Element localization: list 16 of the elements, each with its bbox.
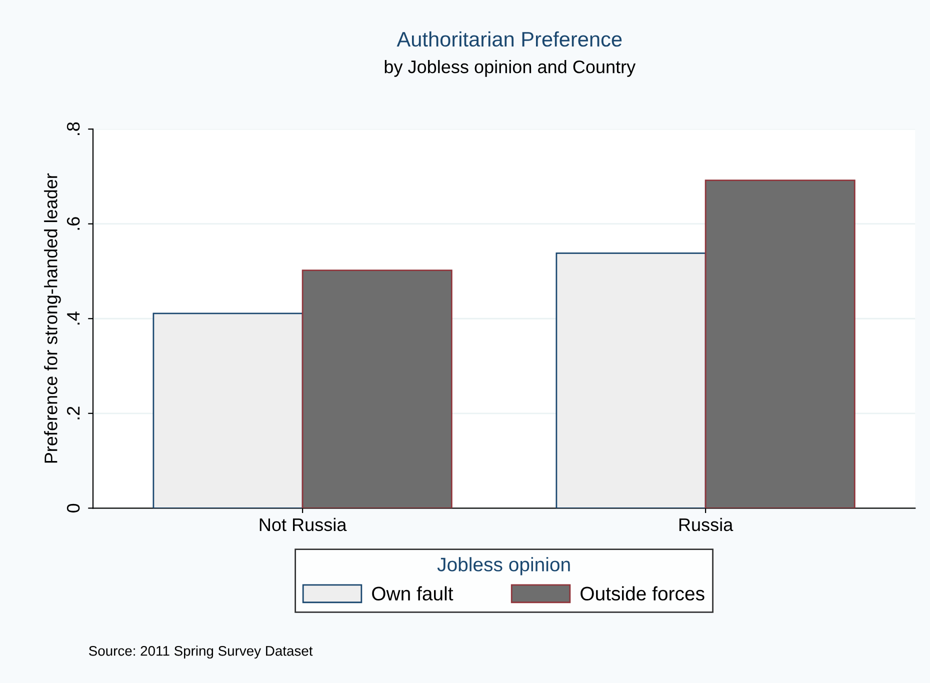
x-tick-label: Not Russia [260,518,347,532]
x-tick-label: Russia [679,518,734,532]
y-tick-label: 0 [66,504,80,512]
y-tick-label: .8 [66,122,80,135]
y-tick-label: .2 [66,406,80,420]
bar [704,180,856,508]
legend-title: Jobless opinion [437,557,570,576]
chart-subtitle: by Jobless opinion and Country [384,60,636,77]
legend-label: Outside forces [580,586,704,601]
y-axis-title: Preference for strong-handed leader [44,173,61,463]
y-tick-label: .6 [66,217,80,230]
legend-label: Own fault [372,586,454,601]
source-note: Source: 2011 Spring Survey Dataset [88,646,313,659]
y-tick-label: .4 [67,312,80,324]
bar [302,270,452,508]
chart-title: Authoritarian Preference [396,31,622,47]
